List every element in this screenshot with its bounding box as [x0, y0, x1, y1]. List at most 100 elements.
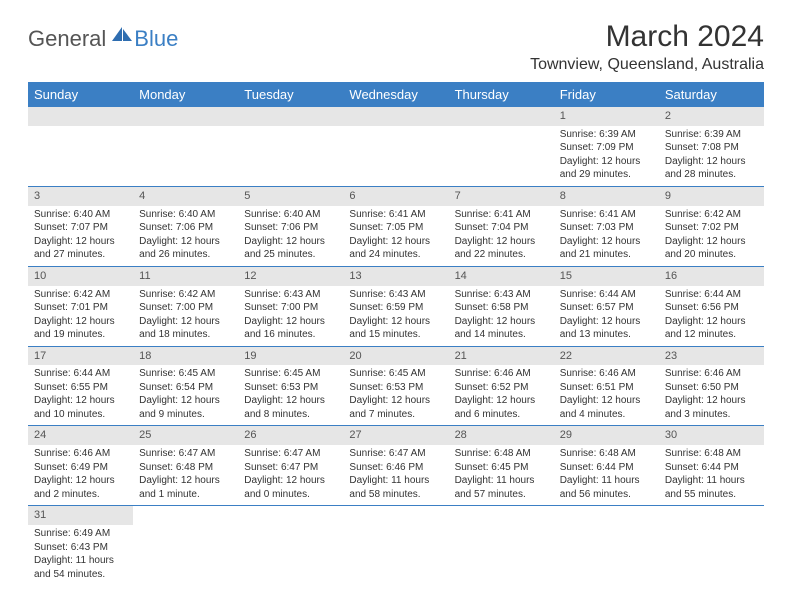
logo-sail-icon — [110, 25, 134, 43]
daylight-text-2: and 57 minutes. — [455, 488, 548, 502]
calendar-cell: 10Sunrise: 6:42 AMSunset: 7:01 PMDayligh… — [28, 266, 133, 346]
day-content: Sunrise: 6:44 AMSunset: 6:57 PMDaylight:… — [554, 286, 659, 346]
day-number: 10 — [28, 267, 133, 286]
sunset-text: Sunset: 6:47 PM — [244, 461, 337, 475]
daylight-text-2: and 3 minutes. — [665, 408, 758, 422]
sunrise-text: Sunrise: 6:40 AM — [34, 208, 127, 222]
daylight-text-1: Daylight: 12 hours — [244, 315, 337, 329]
day-number: 20 — [343, 347, 448, 366]
daylight-text-1: Daylight: 12 hours — [455, 315, 548, 329]
daylight-text-1: Daylight: 12 hours — [560, 394, 653, 408]
daylight-text-1: Daylight: 12 hours — [455, 394, 548, 408]
calendar-cell: 11Sunrise: 6:42 AMSunset: 7:00 PMDayligh… — [133, 266, 238, 346]
sunset-text: Sunset: 6:58 PM — [455, 301, 548, 315]
day-number: 16 — [659, 267, 764, 286]
sunrise-text: Sunrise: 6:46 AM — [665, 367, 758, 381]
calendar-cell: 28Sunrise: 6:48 AMSunset: 6:45 PMDayligh… — [449, 426, 554, 506]
sunrise-text: Sunrise: 6:49 AM — [34, 527, 127, 541]
day-content: Sunrise: 6:41 AMSunset: 7:05 PMDaylight:… — [343, 206, 448, 266]
day-number: 5 — [238, 187, 343, 206]
sunset-text: Sunset: 6:43 PM — [34, 541, 127, 555]
daylight-text-2: and 26 minutes. — [139, 248, 232, 262]
day-content: Sunrise: 6:46 AMSunset: 6:50 PMDaylight:… — [659, 365, 764, 425]
calendar-cell: 22Sunrise: 6:46 AMSunset: 6:51 PMDayligh… — [554, 346, 659, 426]
weekday-header: Wednesday — [343, 82, 448, 107]
daylight-text-2: and 16 minutes. — [244, 328, 337, 342]
daylight-text-2: and 27 minutes. — [34, 248, 127, 262]
calendar-cell: 13Sunrise: 6:43 AMSunset: 6:59 PMDayligh… — [343, 266, 448, 346]
calendar-cell: 20Sunrise: 6:45 AMSunset: 6:53 PMDayligh… — [343, 346, 448, 426]
day-number: 19 — [238, 347, 343, 366]
day-content: Sunrise: 6:40 AMSunset: 7:06 PMDaylight:… — [133, 206, 238, 266]
day-number: 31 — [28, 506, 133, 525]
day-number: 14 — [449, 267, 554, 286]
sunrise-text: Sunrise: 6:42 AM — [665, 208, 758, 222]
logo: General Blue — [28, 20, 178, 52]
calendar-cell: 9Sunrise: 6:42 AMSunset: 7:02 PMDaylight… — [659, 186, 764, 266]
sunset-text: Sunset: 7:02 PM — [665, 221, 758, 235]
calendar-cell: 14Sunrise: 6:43 AMSunset: 6:58 PMDayligh… — [449, 266, 554, 346]
sunset-text: Sunset: 6:49 PM — [34, 461, 127, 475]
day-number: 8 — [554, 187, 659, 206]
daylight-text-2: and 0 minutes. — [244, 488, 337, 502]
daylight-text-1: Daylight: 11 hours — [34, 554, 127, 568]
sunrise-text: Sunrise: 6:43 AM — [244, 288, 337, 302]
calendar-cell — [343, 107, 448, 186]
daylight-text-1: Daylight: 11 hours — [455, 474, 548, 488]
sunrise-text: Sunrise: 6:42 AM — [34, 288, 127, 302]
daylight-text-1: Daylight: 12 hours — [34, 315, 127, 329]
calendar-cell: 8Sunrise: 6:41 AMSunset: 7:03 PMDaylight… — [554, 186, 659, 266]
sunrise-text: Sunrise: 6:43 AM — [455, 288, 548, 302]
daylight-text-2: and 21 minutes. — [560, 248, 653, 262]
weekday-header: Tuesday — [238, 82, 343, 107]
daylight-text-2: and 9 minutes. — [139, 408, 232, 422]
day-content: Sunrise: 6:47 AMSunset: 6:47 PMDaylight:… — [238, 445, 343, 505]
calendar-cell: 26Sunrise: 6:47 AMSunset: 6:47 PMDayligh… — [238, 426, 343, 506]
sunset-text: Sunset: 7:05 PM — [349, 221, 442, 235]
daylight-text-1: Daylight: 12 hours — [34, 394, 127, 408]
sunrise-text: Sunrise: 6:41 AM — [560, 208, 653, 222]
sunset-text: Sunset: 7:03 PM — [560, 221, 653, 235]
sunset-text: Sunset: 6:53 PM — [349, 381, 442, 395]
daylight-text-1: Daylight: 12 hours — [455, 235, 548, 249]
sunset-text: Sunset: 6:50 PM — [665, 381, 758, 395]
day-content: Sunrise: 6:42 AMSunset: 7:01 PMDaylight:… — [28, 286, 133, 346]
calendar-cell: 19Sunrise: 6:45 AMSunset: 6:53 PMDayligh… — [238, 346, 343, 426]
daylight-text-2: and 19 minutes. — [34, 328, 127, 342]
daylight-text-1: Daylight: 12 hours — [665, 394, 758, 408]
calendar-cell — [554, 506, 659, 585]
day-number: 12 — [238, 267, 343, 286]
daylight-text-1: Daylight: 12 hours — [349, 394, 442, 408]
weekday-header: Thursday — [449, 82, 554, 107]
day-content: Sunrise: 6:39 AMSunset: 7:09 PMDaylight:… — [554, 126, 659, 186]
daylight-text-2: and 8 minutes. — [244, 408, 337, 422]
day-content: Sunrise: 6:48 AMSunset: 6:44 PMDaylight:… — [554, 445, 659, 505]
calendar-cell — [238, 506, 343, 585]
calendar-cell: 16Sunrise: 6:44 AMSunset: 6:56 PMDayligh… — [659, 266, 764, 346]
sunset-text: Sunset: 7:04 PM — [455, 221, 548, 235]
calendar-cell: 1Sunrise: 6:39 AMSunset: 7:09 PMDaylight… — [554, 107, 659, 186]
sunrise-text: Sunrise: 6:46 AM — [455, 367, 548, 381]
daylight-text-1: Daylight: 12 hours — [139, 474, 232, 488]
sunset-text: Sunset: 6:56 PM — [665, 301, 758, 315]
sunset-text: Sunset: 7:07 PM — [34, 221, 127, 235]
calendar-cell — [449, 506, 554, 585]
sunrise-text: Sunrise: 6:46 AM — [34, 447, 127, 461]
day-content: Sunrise: 6:48 AMSunset: 6:44 PMDaylight:… — [659, 445, 764, 505]
sunset-text: Sunset: 6:46 PM — [349, 461, 442, 475]
calendar-cell: 30Sunrise: 6:48 AMSunset: 6:44 PMDayligh… — [659, 426, 764, 506]
logo-text-general: General — [28, 26, 106, 52]
daylight-text-1: Daylight: 12 hours — [665, 235, 758, 249]
sunrise-text: Sunrise: 6:41 AM — [349, 208, 442, 222]
sunset-text: Sunset: 6:57 PM — [560, 301, 653, 315]
daylight-text-1: Daylight: 12 hours — [560, 155, 653, 169]
daylight-text-1: Daylight: 12 hours — [244, 474, 337, 488]
daylight-text-2: and 56 minutes. — [560, 488, 653, 502]
day-content: Sunrise: 6:43 AMSunset: 6:58 PMDaylight:… — [449, 286, 554, 346]
day-number: 6 — [343, 187, 448, 206]
day-content: Sunrise: 6:43 AMSunset: 7:00 PMDaylight:… — [238, 286, 343, 346]
sunrise-text: Sunrise: 6:48 AM — [455, 447, 548, 461]
sunrise-text: Sunrise: 6:48 AM — [560, 447, 653, 461]
day-content: Sunrise: 6:46 AMSunset: 6:52 PMDaylight:… — [449, 365, 554, 425]
sunset-text: Sunset: 6:54 PM — [139, 381, 232, 395]
